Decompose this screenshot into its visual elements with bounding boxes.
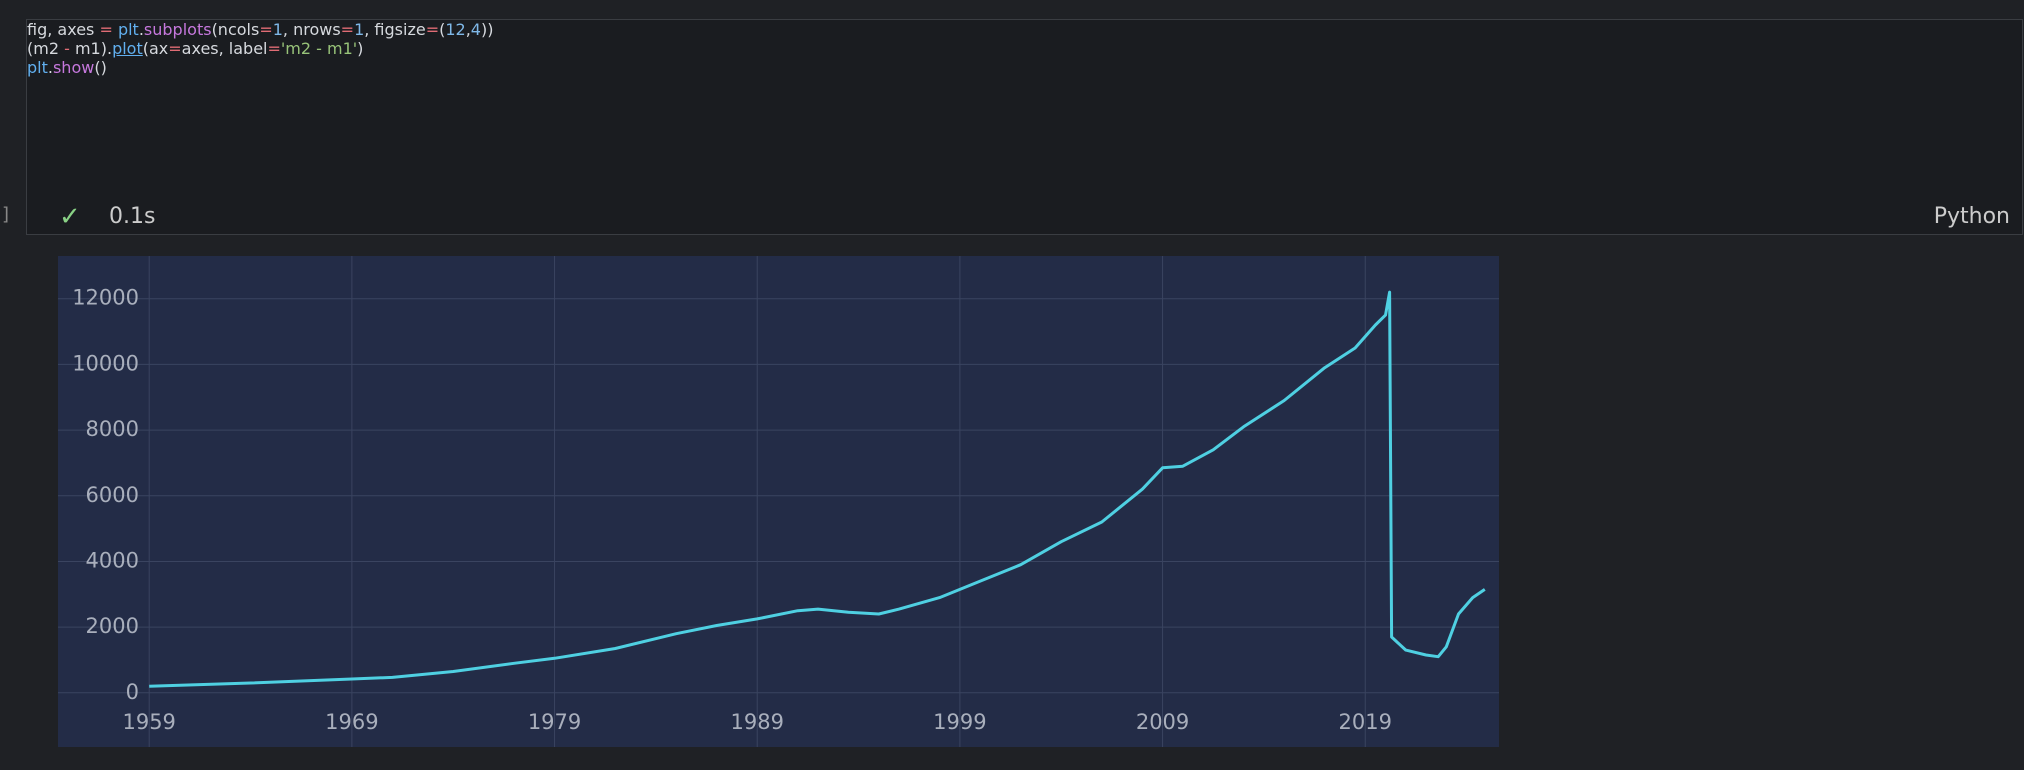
code-token: axes, label: [181, 39, 268, 58]
code-token: .: [47, 58, 53, 77]
status-time: 0.1s: [109, 204, 156, 229]
code-token: plot: [112, 39, 143, 58]
code-token: =: [168, 39, 182, 58]
y-tick-label: 2000: [86, 614, 139, 638]
chart: 0 2000 4000 6000 8000 10000 12000 1959 1969 1979 1…: [58, 256, 1499, 747]
code-token: =: [99, 20, 113, 39]
x-tick-label: 2019: [1339, 710, 1392, 734]
code-token: (): [94, 58, 107, 77]
x-tick-label: 1959: [122, 710, 175, 734]
code-token: , nrows: [282, 20, 341, 39]
code-token: 1: [354, 20, 365, 39]
code-token: (m2: [27, 39, 65, 58]
code-token: (: [439, 20, 446, 39]
x-tick-label: 2009: [1136, 710, 1189, 734]
code-token: ,: [465, 20, 471, 39]
code-line: (m2 - m1).plot(ax=axes, label='m2 - m1'): [27, 39, 2022, 58]
status-check: ✓: [59, 202, 81, 232]
code-token: ): [357, 39, 364, 58]
code-token: (ncols: [211, 20, 260, 39]
code-cell[interactable]: fig, axes = plt.subplots(ncols=1, nrows=…: [26, 19, 2023, 235]
x-tick-label: 1979: [528, 710, 581, 734]
x-tick-label: 1999: [933, 710, 986, 734]
x-tick-label: 1989: [730, 710, 783, 734]
code-token: m1).: [69, 39, 113, 58]
code-token: plt: [117, 20, 139, 39]
code-token: 1: [272, 20, 283, 39]
code-token: 'm2 - m1': [280, 39, 358, 58]
x-tick-label: 1969: [325, 710, 378, 734]
code-token: , figsize: [364, 20, 426, 39]
code-token: fig, axes: [27, 20, 100, 39]
code-token: =: [267, 39, 281, 58]
code-line: plt.show(): [27, 58, 2022, 77]
code-token: =: [259, 20, 273, 39]
code-token: show: [52, 58, 95, 77]
plot-background: [58, 256, 1499, 747]
language-label: Python: [1933, 204, 2010, 229]
y-tick-label: 10000: [72, 351, 139, 375]
data-line: [149, 290, 1486, 688]
code-token: subplots: [143, 20, 212, 39]
code-token: .: [138, 20, 144, 39]
code-token: =: [340, 20, 355, 39]
code-token: plt: [27, 58, 48, 77]
y-tick-label: 6000: [86, 483, 139, 507]
code-token: 4: [470, 20, 481, 39]
code-line: fig, axes = plt.subplots(ncols=1, nrows=…: [27, 20, 2022, 39]
code-token: (ax: [142, 39, 169, 58]
code-token: 12: [445, 20, 466, 39]
code-token: =: [425, 20, 440, 39]
code-token: -: [64, 39, 70, 58]
code-token: )): [480, 20, 494, 39]
y-tick-label: 12000: [72, 286, 139, 310]
cell-bracket: ]: [2, 204, 10, 225]
y-tick-label: 0: [126, 680, 139, 704]
y-tick-label: 4000: [86, 548, 139, 572]
y-tick-label: 8000: [86, 417, 139, 441]
